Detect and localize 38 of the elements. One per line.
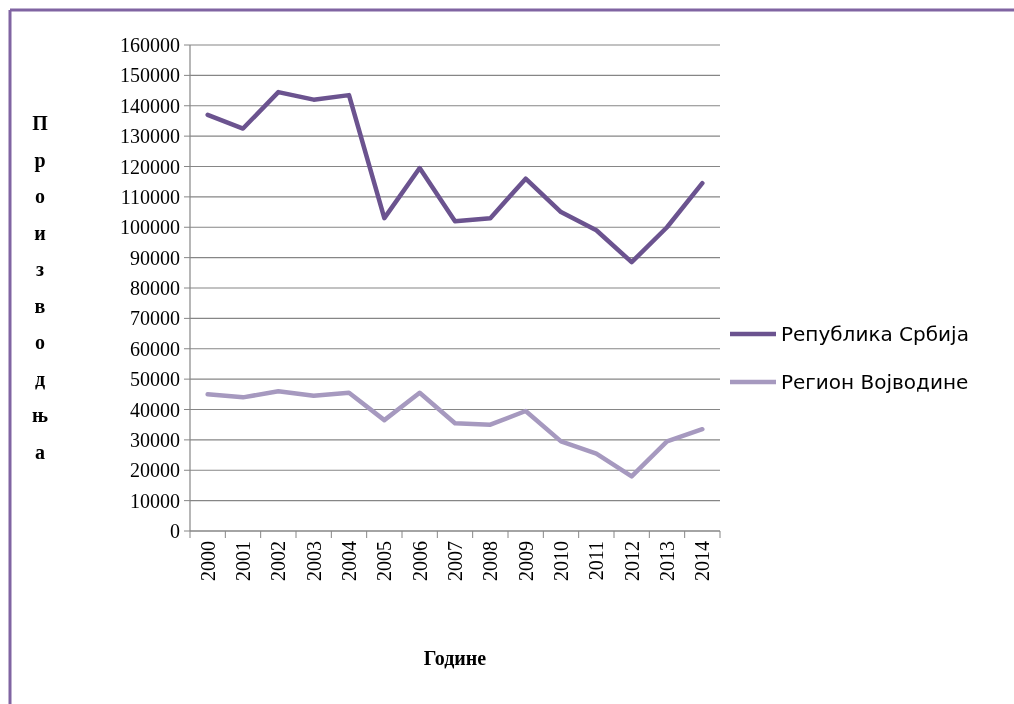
x-tick-label: 2005 (373, 541, 396, 581)
legend-label: Регион Војводине (781, 370, 969, 394)
y-tick-label: 40000 (130, 398, 180, 421)
text: Производња (32, 112, 48, 463)
y-tick-label: 80000 (130, 277, 180, 299)
legend-label: Република Србија (781, 322, 969, 346)
x-tick-label: 2010 (550, 541, 572, 581)
y-tick-label: 70000 (130, 307, 180, 330)
x-tick-label: 2007 (444, 541, 466, 581)
y-tick-label: 160000 (120, 34, 180, 56)
y-tick-label: 90000 (130, 246, 180, 269)
y-tick-label: 50000 (130, 368, 180, 391)
x-tick-label: 2006 (408, 541, 431, 581)
x-tick-label: 2000 (196, 541, 219, 581)
y-tick-label: 20000 (130, 459, 180, 482)
x-tick-label: 2011 (585, 541, 608, 581)
y-tick-label: 140000 (120, 94, 180, 117)
x-tick-label: 2012 (620, 541, 643, 581)
line-series (205, 89, 705, 265)
y-tick-label: 60000 (130, 337, 180, 360)
y-tick-label: 0 (170, 520, 180, 542)
x-tick-label: 2001 (232, 541, 254, 581)
y-tick-label: 120000 (120, 155, 180, 178)
y-tick-label: 110000 (120, 185, 180, 208)
x-axis-title: Године (423, 647, 487, 669)
line-series (205, 389, 705, 479)
x-tick-label: 2003 (302, 541, 325, 581)
x-tick-label: 2004 (338, 541, 360, 581)
y-tick-label: 150000 (120, 64, 180, 87)
y-tick-label: 130000 (120, 125, 180, 148)
x-tick-label: 2002 (267, 541, 290, 581)
x-tick-label: 2014 (691, 541, 714, 581)
x-tick-label: 2008 (479, 541, 502, 581)
y-tick-label: 30000 (130, 428, 180, 451)
x-tick-label: 2009 (514, 541, 537, 581)
x-tick-label: 2013 (656, 541, 678, 581)
y-tick-label: 100000 (120, 216, 180, 239)
y-tick-label: 10000 (130, 489, 180, 512)
